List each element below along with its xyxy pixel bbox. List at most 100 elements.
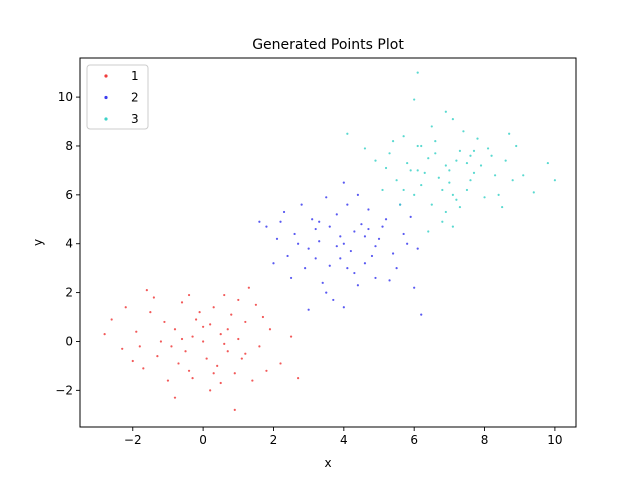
data-point — [254, 303, 257, 306]
data-point — [149, 311, 152, 314]
data-point — [367, 227, 370, 231]
data-point — [198, 311, 201, 314]
data-point — [279, 362, 282, 365]
data-point — [314, 227, 317, 231]
data-point — [339, 257, 342, 260]
data-point — [399, 203, 402, 206]
x-axis-ticks: −2 0 2 4 6 8 10 — [124, 427, 563, 447]
data-point — [388, 279, 391, 282]
y-tick-label: 10 — [58, 90, 73, 104]
data-point — [226, 350, 229, 353]
data-point — [289, 335, 293, 338]
data-point — [212, 306, 215, 309]
data-point — [191, 377, 194, 380]
data-point — [522, 174, 525, 177]
data-point — [212, 372, 215, 375]
data-point — [209, 323, 212, 326]
data-point — [226, 328, 229, 331]
data-point — [191, 335, 194, 338]
data-point — [458, 149, 462, 152]
data-point — [325, 291, 328, 294]
legend-box — [86, 64, 149, 130]
data-point — [427, 230, 430, 233]
data-point — [297, 242, 300, 245]
data-point — [469, 154, 472, 157]
data-point — [356, 284, 359, 287]
data-point — [318, 240, 321, 243]
data-point — [289, 276, 293, 280]
data-point — [444, 210, 447, 214]
data-point — [406, 242, 409, 245]
data-point — [321, 281, 324, 284]
series-2 — [258, 181, 423, 316]
data-point — [342, 242, 345, 245]
data-point — [223, 293, 226, 297]
data-point — [465, 161, 469, 165]
data-point — [258, 345, 261, 348]
x-tick-label: −2 — [124, 433, 142, 447]
y-tick-label: 4 — [65, 237, 73, 251]
data-point — [237, 337, 240, 341]
data-point — [180, 337, 184, 341]
data-point — [465, 188, 469, 192]
legend: 1 2 3 — [86, 64, 149, 130]
legend-marker — [104, 117, 108, 121]
data-point — [388, 152, 391, 155]
y-tick-label: −2 — [55, 383, 73, 397]
data-point — [156, 355, 159, 358]
x-tick-label: 2 — [270, 433, 278, 447]
data-point — [374, 245, 377, 248]
data-point — [451, 225, 454, 228]
data-point — [458, 205, 462, 209]
data-point — [173, 328, 177, 331]
data-point — [483, 196, 486, 199]
data-point — [406, 161, 409, 165]
data-point — [427, 157, 430, 160]
data-point — [363, 262, 367, 265]
data-point — [265, 369, 268, 372]
data-point — [233, 372, 236, 375]
data-point — [391, 139, 395, 143]
data-point — [402, 188, 405, 192]
data-point — [472, 149, 476, 152]
data-point — [448, 181, 451, 184]
data-point — [247, 286, 250, 289]
data-point — [346, 267, 349, 270]
data-point — [342, 306, 345, 309]
data-point — [472, 171, 476, 174]
data-point — [328, 225, 331, 228]
data-point — [356, 193, 359, 196]
data-point — [180, 301, 184, 304]
data-point — [304, 267, 307, 270]
data-point — [377, 237, 381, 240]
data-point — [265, 225, 268, 228]
data-point — [420, 313, 423, 316]
data-point — [420, 183, 423, 187]
data-point — [166, 379, 170, 382]
data-point — [391, 252, 395, 255]
data-point — [314, 257, 317, 260]
data-point — [187, 293, 191, 297]
data-point — [219, 381, 222, 385]
data-point — [325, 196, 328, 199]
legend-label: 3 — [131, 112, 139, 126]
data-point — [163, 320, 166, 324]
data-point — [409, 215, 412, 218]
y-tick-label: 6 — [65, 188, 73, 202]
data-point — [501, 205, 504, 209]
data-point — [381, 188, 384, 192]
data-point — [251, 379, 254, 382]
data-point — [353, 230, 356, 233]
data-point — [124, 306, 127, 309]
x-tick-label: 0 — [199, 433, 207, 447]
data-point — [409, 169, 412, 172]
data-point — [532, 191, 535, 194]
data-point — [131, 359, 134, 363]
data-point — [367, 208, 370, 211]
legend-marker — [104, 74, 108, 78]
data-point — [332, 298, 335, 302]
data-point — [209, 389, 212, 392]
data-point — [202, 340, 205, 343]
data-point — [363, 235, 367, 238]
data-point — [479, 164, 483, 167]
